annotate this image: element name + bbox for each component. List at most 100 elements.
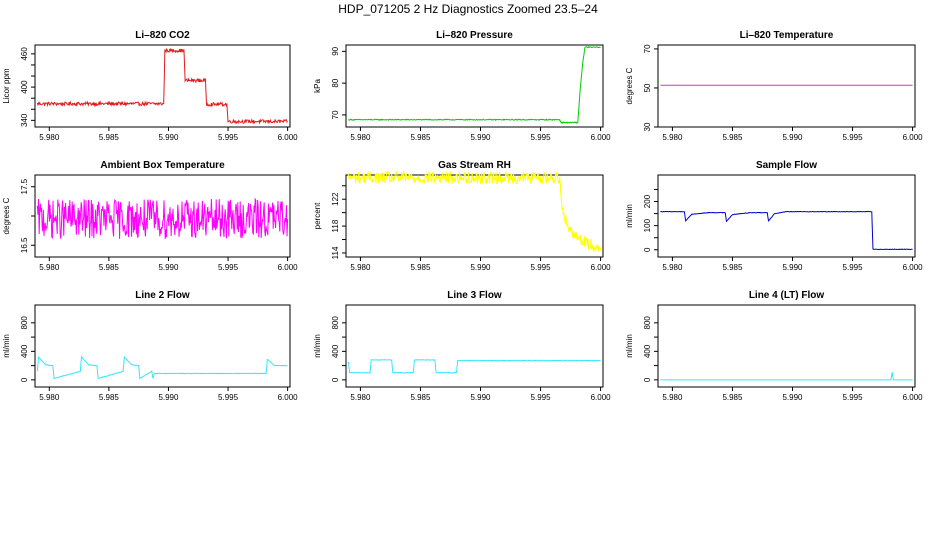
y-tick-label: 0 bbox=[20, 377, 29, 382]
plot-frame bbox=[345, 44, 604, 128]
y-tick-label: 460 bbox=[20, 47, 29, 61]
plot-frame bbox=[34, 304, 291, 388]
x-tick-label: 5.985 bbox=[99, 263, 120, 272]
x-tick-label: 5.995 bbox=[218, 133, 239, 142]
y-axis-label: percent bbox=[313, 202, 322, 229]
x-tick-label: 5.990 bbox=[470, 263, 491, 272]
chart-panel: Li–820 Pressure kPa 5.980 5.985 5.990 5.995 6.… bbox=[313, 30, 611, 142]
chart-panel: Li–820 CO2 Licor ppm 5.980 5.985 5.990 5.995 6… bbox=[2, 30, 298, 142]
x-tick-label: 5.980 bbox=[39, 263, 60, 272]
y-tick-label: 16.5 bbox=[20, 237, 29, 253]
y-tick-label: 114 bbox=[331, 246, 340, 259]
y-tick-label: 400 bbox=[643, 344, 652, 358]
x-tick-label: 6.000 bbox=[278, 393, 299, 402]
chart-panel: Line 4 (LT) Flow ml/min 5.980 5.985 5.990 5.9… bbox=[625, 290, 923, 402]
x-tick-label: 5.980 bbox=[662, 133, 683, 142]
y-tick-label: 0 bbox=[331, 377, 340, 382]
x-tick-label: 5.985 bbox=[99, 393, 120, 402]
x-tick-label: 5.985 bbox=[722, 263, 743, 272]
series-line bbox=[348, 46, 601, 124]
y-tick-label: 90 bbox=[331, 46, 340, 55]
chart-title: Li–820 Pressure bbox=[436, 30, 513, 41]
y-tick-label: 400 bbox=[20, 344, 29, 358]
y-axis-label: degrees C bbox=[625, 67, 634, 104]
x-tick-label: 5.990 bbox=[782, 263, 803, 272]
y-tick-label: 100 bbox=[643, 218, 652, 232]
x-tick-label: 5.990 bbox=[470, 393, 491, 402]
x-tick-label: 6.000 bbox=[591, 133, 612, 142]
y-tick-label: 70 bbox=[331, 110, 340, 119]
series-line bbox=[660, 210, 913, 251]
x-tick-label: 5.995 bbox=[843, 133, 864, 142]
chart-title: Line 2 Flow bbox=[135, 290, 190, 301]
x-tick-label: 5.985 bbox=[410, 133, 431, 142]
chart-title: Line 4 (LT) Flow bbox=[749, 290, 825, 301]
panels-grid: Li–820 CO2 Licor ppm 5.980 5.985 5.990 5.995 6… bbox=[2, 30, 923, 402]
x-tick-label: 5.990 bbox=[158, 133, 179, 142]
x-tick-label: 5.980 bbox=[350, 133, 371, 142]
y-tick-label: 30 bbox=[643, 122, 652, 131]
x-tick-label: 5.990 bbox=[470, 133, 491, 142]
x-tick-label: 6.000 bbox=[278, 263, 299, 272]
chart-title: Ambient Box Temperature bbox=[100, 160, 225, 171]
x-tick-label: 5.980 bbox=[350, 393, 371, 402]
series-line bbox=[347, 170, 602, 252]
x-tick-label: 5.990 bbox=[158, 393, 179, 402]
x-tick-label: 5.995 bbox=[218, 263, 239, 272]
y-tick-label: 400 bbox=[20, 80, 29, 94]
x-tick-label: 5.990 bbox=[782, 133, 803, 142]
series-line bbox=[36, 355, 288, 380]
chart-panel: Gas Stream RH percent 5.980 5.985 5.990 5.995… bbox=[313, 160, 611, 272]
x-tick-label: 5.980 bbox=[662, 263, 683, 272]
series-line bbox=[660, 371, 913, 381]
y-tick-label: 50 bbox=[643, 83, 652, 92]
x-tick-label: 5.995 bbox=[531, 133, 552, 142]
x-tick-label: 5.995 bbox=[531, 393, 552, 402]
y-axis-label: ml/min bbox=[313, 334, 322, 358]
y-tick-label: 118 bbox=[331, 219, 340, 232]
x-tick-label: 6.000 bbox=[591, 263, 612, 272]
y-axis-label: ml/min bbox=[2, 334, 11, 358]
x-tick-label: 6.000 bbox=[278, 133, 299, 142]
chart-panel: Ambient Box Temperature degrees C 5.980 5.9… bbox=[2, 160, 298, 272]
y-tick-label: 80 bbox=[331, 78, 340, 87]
x-tick-label: 5.990 bbox=[782, 393, 803, 402]
x-tick-label: 5.985 bbox=[410, 393, 431, 402]
y-axis-label: kPa bbox=[313, 79, 322, 93]
x-tick-label: 5.990 bbox=[158, 263, 179, 272]
y-tick-label: 800 bbox=[643, 316, 652, 330]
x-tick-label: 6.000 bbox=[903, 263, 924, 272]
x-tick-label: 5.995 bbox=[843, 393, 864, 402]
y-tick-label: 0 bbox=[643, 377, 652, 382]
x-tick-label: 5.980 bbox=[662, 393, 683, 402]
chart-title: Line 3 Flow bbox=[447, 290, 502, 301]
plot-frame bbox=[34, 44, 291, 128]
x-tick-label: 6.000 bbox=[591, 393, 612, 402]
y-axis-label: ml/min bbox=[625, 334, 634, 358]
y-tick-label: 17.5 bbox=[20, 178, 29, 194]
plot-frame bbox=[657, 174, 916, 258]
plot-frame bbox=[345, 304, 604, 388]
chart-title: Sample Flow bbox=[756, 160, 817, 171]
y-axis-label: degrees C bbox=[2, 197, 11, 234]
x-tick-label: 6.000 bbox=[903, 133, 924, 142]
x-tick-label: 5.985 bbox=[410, 263, 431, 272]
x-tick-label: 5.985 bbox=[722, 393, 743, 402]
y-tick-label: 800 bbox=[20, 316, 29, 330]
chart-panel: Line 2 Flow ml/min 5.980 5.985 5.990 5.995 6.0… bbox=[2, 290, 298, 402]
figure-title: HDP_071205 2 Hz Diagnostics Zoomed 23.5–… bbox=[338, 2, 598, 16]
y-tick-label: 340 bbox=[20, 113, 29, 127]
series-line bbox=[347, 359, 601, 374]
chart-title: Gas Stream RH bbox=[438, 160, 511, 171]
x-tick-label: 5.985 bbox=[722, 133, 743, 142]
chart-panel: Line 3 Flow ml/min 5.980 5.985 5.990 5.995 6.0… bbox=[313, 290, 611, 402]
x-tick-label: 5.980 bbox=[350, 263, 371, 272]
y-tick-label: 800 bbox=[331, 316, 340, 330]
plot-frame bbox=[345, 174, 604, 258]
chart-title: Li–820 Temperature bbox=[740, 30, 834, 41]
x-tick-label: 5.980 bbox=[39, 393, 60, 402]
x-tick-label: 5.985 bbox=[99, 133, 120, 142]
plot-frame bbox=[657, 44, 916, 128]
x-tick-label: 5.995 bbox=[218, 393, 239, 402]
